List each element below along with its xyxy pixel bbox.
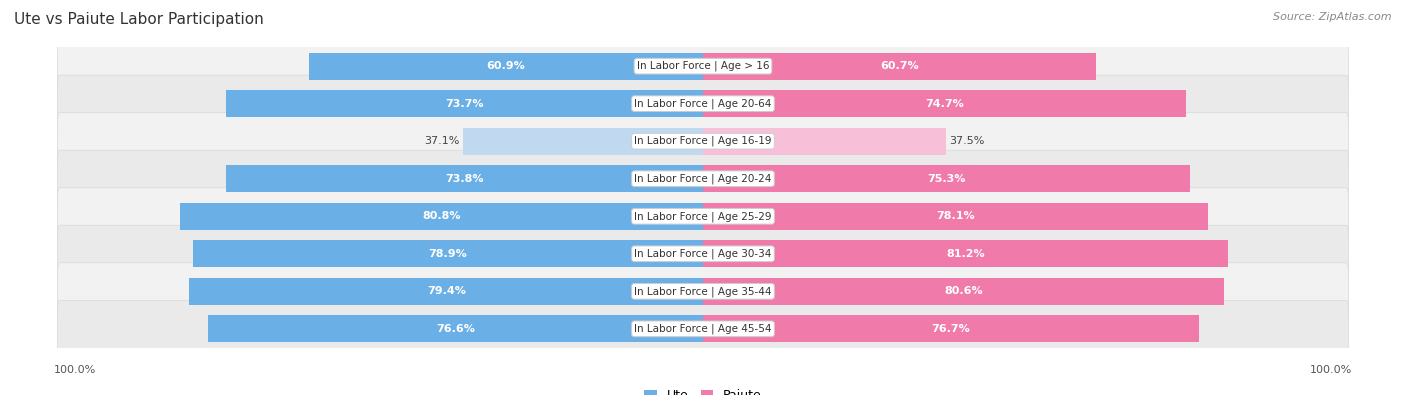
Bar xyxy=(703,278,1225,305)
Text: 81.2%: 81.2% xyxy=(946,249,984,259)
Text: In Labor Force | Age > 16: In Labor Force | Age > 16 xyxy=(637,61,769,71)
Bar xyxy=(703,90,1187,117)
Bar xyxy=(226,90,703,117)
Text: 100.0%: 100.0% xyxy=(1310,365,1353,375)
Text: 78.1%: 78.1% xyxy=(936,211,974,221)
Bar xyxy=(226,165,703,192)
Text: In Labor Force | Age 20-24: In Labor Force | Age 20-24 xyxy=(634,173,772,184)
Bar xyxy=(190,278,703,305)
FancyBboxPatch shape xyxy=(58,113,1348,170)
Bar xyxy=(180,203,703,230)
FancyBboxPatch shape xyxy=(58,300,1348,357)
Text: In Labor Force | Age 25-29: In Labor Force | Age 25-29 xyxy=(634,211,772,222)
Text: 80.6%: 80.6% xyxy=(945,286,983,296)
Text: 76.6%: 76.6% xyxy=(436,324,475,334)
Text: 79.4%: 79.4% xyxy=(427,286,465,296)
Text: 74.7%: 74.7% xyxy=(925,99,965,109)
Text: 73.7%: 73.7% xyxy=(446,99,484,109)
Text: 37.1%: 37.1% xyxy=(425,136,460,146)
Text: 60.9%: 60.9% xyxy=(486,61,526,71)
Text: In Labor Force | Age 20-64: In Labor Force | Age 20-64 xyxy=(634,98,772,109)
Text: 78.9%: 78.9% xyxy=(429,249,467,259)
Text: Ute vs Paiute Labor Participation: Ute vs Paiute Labor Participation xyxy=(14,12,264,27)
FancyBboxPatch shape xyxy=(58,75,1348,132)
Text: 73.8%: 73.8% xyxy=(446,174,484,184)
Text: 80.8%: 80.8% xyxy=(422,211,461,221)
Bar xyxy=(703,165,1189,192)
FancyBboxPatch shape xyxy=(58,150,1348,207)
Bar xyxy=(703,203,1208,230)
FancyBboxPatch shape xyxy=(58,263,1348,320)
Bar xyxy=(703,315,1199,342)
Bar xyxy=(309,53,703,80)
Text: Source: ZipAtlas.com: Source: ZipAtlas.com xyxy=(1274,12,1392,22)
Bar xyxy=(703,128,945,155)
Bar xyxy=(208,315,703,342)
Text: In Labor Force | Age 35-44: In Labor Force | Age 35-44 xyxy=(634,286,772,297)
Text: 37.5%: 37.5% xyxy=(949,136,984,146)
Text: 75.3%: 75.3% xyxy=(928,174,966,184)
Legend: Ute, Paiute: Ute, Paiute xyxy=(638,384,768,395)
Bar xyxy=(193,240,703,267)
Text: In Labor Force | Age 45-54: In Labor Force | Age 45-54 xyxy=(634,324,772,334)
FancyBboxPatch shape xyxy=(58,225,1348,282)
Bar xyxy=(703,53,1095,80)
Text: 100.0%: 100.0% xyxy=(53,365,96,375)
Bar xyxy=(703,240,1229,267)
Text: 76.7%: 76.7% xyxy=(932,324,970,334)
Text: In Labor Force | Age 16-19: In Labor Force | Age 16-19 xyxy=(634,136,772,147)
FancyBboxPatch shape xyxy=(58,188,1348,245)
Text: 60.7%: 60.7% xyxy=(880,61,918,71)
FancyBboxPatch shape xyxy=(58,38,1348,95)
Bar xyxy=(463,128,703,155)
Text: In Labor Force | Age 30-34: In Labor Force | Age 30-34 xyxy=(634,248,772,259)
